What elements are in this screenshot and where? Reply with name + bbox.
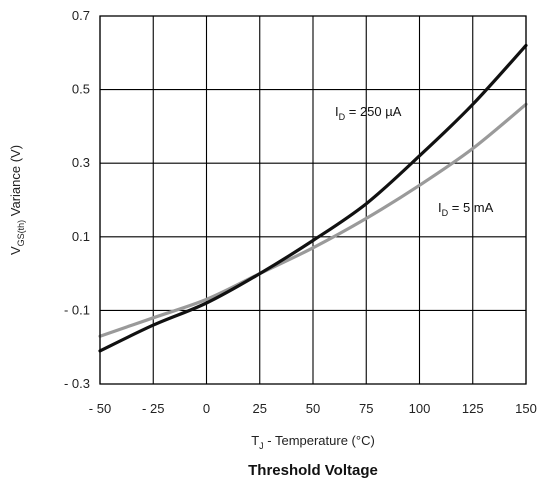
x-tick-label: 0	[203, 401, 210, 416]
chart-title: Threshold Voltage	[248, 462, 378, 479]
x-tick-label: 75	[359, 401, 373, 416]
x-tick-label: 150	[515, 401, 537, 416]
x-tick-label: 25	[253, 401, 267, 416]
y-tick-label: - 0.3	[64, 376, 90, 391]
y-tick-label: 0.7	[72, 8, 90, 23]
y-tick-label: - 0.1	[64, 302, 90, 317]
x-tick-label: 50	[306, 401, 320, 416]
x-tick-label: - 25	[142, 401, 164, 416]
series-line-250ua	[98, 43, 528, 353]
y-tick-label: 0.5	[72, 82, 90, 97]
series-label-5ma: ID = 5 mA	[438, 200, 494, 218]
x-tick-label: 125	[462, 401, 484, 416]
x-tick-labels: - 50 - 25 0 25 50 75 100 125 150	[89, 401, 537, 416]
x-tick-label: 100	[409, 401, 431, 416]
series-label-250ua: ID = 250 µA	[335, 104, 402, 122]
x-tick-label: - 50	[89, 401, 111, 416]
series-layer	[98, 43, 528, 353]
y-tick-label: 0.3	[72, 155, 90, 170]
y-axis-label: VGS(th) Variance (V)	[8, 145, 26, 255]
plot-frame	[99, 15, 527, 385]
series-line-5ma	[98, 102, 528, 338]
x-axis-label: TJ - Temperature (°C)	[251, 433, 375, 451]
y-tick-labels: - 0.3 - 0.1 0.1 0.3 0.5 0.7	[64, 8, 90, 391]
y-tick-label: 0.1	[72, 229, 90, 244]
